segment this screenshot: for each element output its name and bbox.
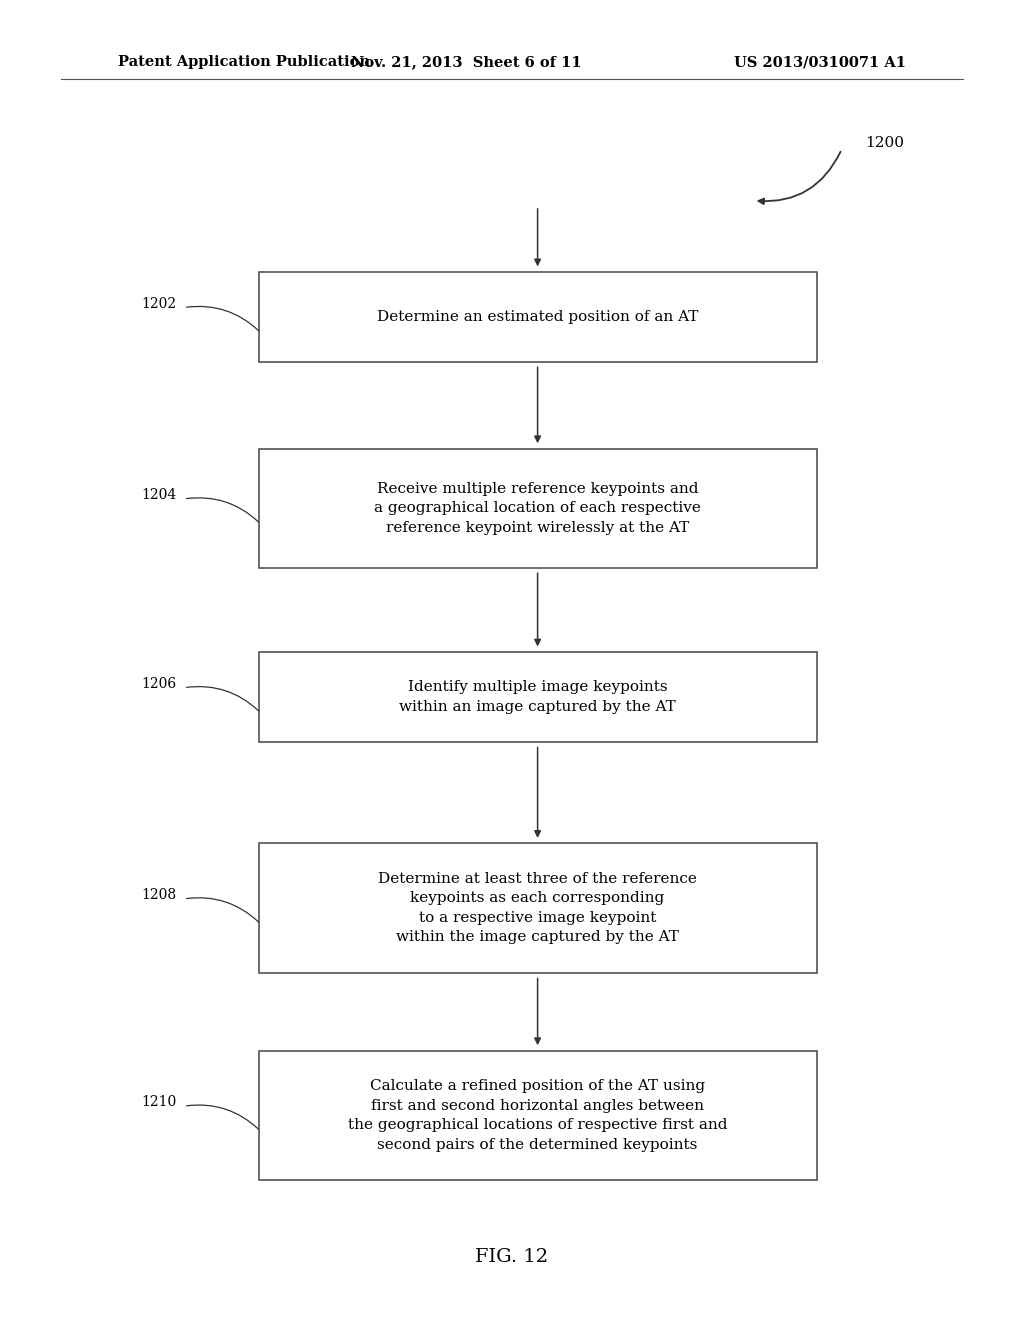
- Text: Identify multiple image keypoints
within an image captured by the AT: Identify multiple image keypoints within…: [399, 680, 676, 714]
- Text: Receive multiple reference keypoints and
a geographical location of each respect: Receive multiple reference keypoints and…: [374, 482, 701, 535]
- Text: 1206: 1206: [141, 677, 176, 690]
- Bar: [258, 272, 817, 362]
- Text: Nov. 21, 2013  Sheet 6 of 11: Nov. 21, 2013 Sheet 6 of 11: [350, 55, 582, 69]
- Text: 1202: 1202: [141, 297, 176, 310]
- Text: 1208: 1208: [141, 888, 176, 902]
- Text: 1204: 1204: [141, 488, 176, 502]
- Text: US 2013/0310071 A1: US 2013/0310071 A1: [734, 55, 906, 69]
- Bar: [258, 652, 817, 742]
- Text: FIG. 12: FIG. 12: [475, 1247, 549, 1266]
- Bar: [258, 449, 817, 568]
- Bar: [258, 1051, 817, 1180]
- Bar: [258, 843, 817, 973]
- Text: 1210: 1210: [141, 1096, 176, 1109]
- Text: 1200: 1200: [865, 136, 904, 149]
- Text: Patent Application Publication: Patent Application Publication: [118, 55, 370, 69]
- Text: Determine at least three of the reference
keypoints as each corresponding
to a r: Determine at least three of the referenc…: [378, 873, 697, 944]
- Text: Calculate a refined position of the AT using
first and second horizontal angles : Calculate a refined position of the AT u…: [348, 1080, 727, 1151]
- Text: Determine an estimated position of an AT: Determine an estimated position of an AT: [377, 310, 698, 323]
